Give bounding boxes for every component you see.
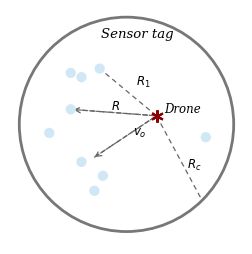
Text: $R$: $R$ bbox=[111, 99, 120, 112]
Text: Drone: Drone bbox=[163, 102, 200, 115]
Text: $R_1$: $R_1$ bbox=[135, 75, 150, 90]
Text: $v_o$: $v_o$ bbox=[132, 127, 146, 140]
Circle shape bbox=[44, 128, 54, 138]
Circle shape bbox=[200, 133, 210, 143]
Circle shape bbox=[76, 157, 86, 167]
Circle shape bbox=[65, 69, 76, 79]
Text: Sensor tag: Sensor tag bbox=[101, 28, 173, 41]
Circle shape bbox=[94, 64, 104, 74]
Circle shape bbox=[76, 73, 86, 83]
Circle shape bbox=[65, 105, 76, 115]
Circle shape bbox=[89, 186, 99, 196]
Text: $R_c$: $R_c$ bbox=[186, 157, 201, 172]
Circle shape bbox=[97, 171, 108, 181]
